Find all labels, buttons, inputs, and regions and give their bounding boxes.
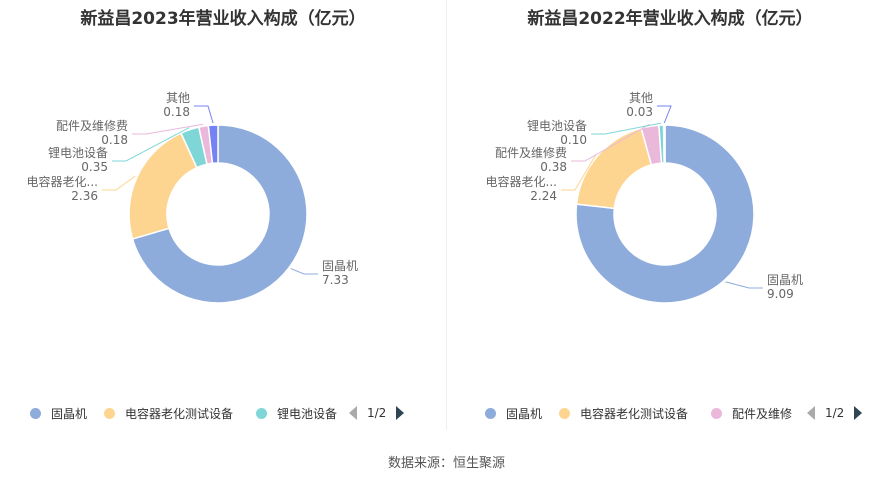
slice-label: 锂电池设备	[527, 118, 587, 133]
slice-value: 2.36	[71, 189, 98, 203]
leader-line	[290, 268, 318, 275]
chart-title: 新益昌2023年营业收入构成（亿元）	[80, 9, 366, 29]
chart-title: 新益昌2022年营业收入构成（亿元）	[527, 9, 813, 29]
slice-value: 0.18	[163, 105, 190, 119]
slice-label: 电容器老化...	[27, 174, 98, 189]
leader-line	[102, 175, 136, 191]
donut-slice[interactable]	[128, 132, 198, 240]
slice-value: 7.33	[322, 273, 349, 287]
slice-value: 0.10	[560, 133, 587, 147]
leader-line	[591, 122, 662, 135]
donut-slice[interactable]	[662, 124, 666, 164]
legend-marker	[559, 407, 570, 419]
leader-line	[571, 123, 650, 162]
legend-page-indicator: 1/2	[825, 406, 845, 420]
legend-label: 固晶机	[506, 406, 543, 421]
legend-item[interactable]: 电容器老化测试设备	[104, 403, 233, 423]
legend-pager: 1/2	[349, 403, 405, 423]
slice-value: 9.09	[767, 287, 794, 301]
legend-label: 配件及维修	[732, 406, 793, 421]
slice-value: 0.18	[101, 133, 128, 147]
donut-slice[interactable]	[131, 124, 308, 304]
legend-label: 电容器老化测试设备	[580, 406, 689, 421]
slice-value: 2.24	[530, 189, 557, 203]
slice-value: 0.38	[540, 160, 567, 174]
slice-label: 配件及维修费	[56, 118, 128, 133]
legend-item[interactable]: 固晶机	[485, 403, 542, 423]
leader-line	[657, 105, 672, 124]
leader-line	[561, 154, 597, 191]
legend-label: 电容器老化测试设备	[125, 406, 234, 421]
leader-line	[194, 105, 214, 124]
legend-item[interactable]: 配件及维修	[711, 403, 792, 423]
legend-marker	[104, 407, 115, 419]
legend-marker	[256, 407, 267, 419]
prev-page-icon[interactable]	[807, 406, 815, 420]
legend-item[interactable]: 锂电池设备	[256, 403, 337, 423]
leader-line	[132, 123, 204, 135]
slice-label: 电容器老化...	[486, 174, 557, 189]
next-page-icon[interactable]	[854, 406, 863, 420]
slice-label: 其他	[166, 91, 190, 105]
slice-label: 其他	[629, 91, 653, 105]
data-source-note: 数据来源：恒生聚源	[387, 456, 505, 471]
donut-slice[interactable]	[207, 124, 219, 165]
panel-divider	[446, 0, 447, 430]
slice-label: 固晶机	[767, 273, 803, 287]
slice-label: 配件及维修费	[495, 145, 567, 160]
legend-label: 固晶机	[51, 406, 88, 421]
donut-slice[interactable]	[575, 124, 755, 304]
leader-line	[725, 281, 763, 289]
legend-page-indicator: 1/2	[367, 406, 387, 420]
slice-value: 0.35	[81, 160, 108, 174]
donut-chart: 固晶机7.33电容器老化...2.36锂电池设备0.35配件及维修费0.18其他…	[27, 91, 358, 304]
slice-value: 0.03	[626, 105, 653, 119]
chart-panel-2022: 新益昌2022年营业收入构成（亿元） 固晶机 9.09 电容器老化... 2.24 配件…	[447, 0, 893, 430]
legend-pager: 1/2	[807, 403, 863, 423]
prev-page-icon[interactable]	[349, 406, 357, 420]
legend-marker	[485, 407, 496, 419]
slice-label: 锂电池设备	[48, 145, 108, 160]
legend: 固晶机 电容器老化测试设备 配件及维修 1/2	[447, 403, 893, 423]
legend-marker	[711, 407, 722, 419]
legend: 固晶机 电容器老化测试设备 锂电池设备 1/2	[0, 403, 446, 423]
legend-label: 锂电池设备	[277, 406, 338, 421]
chart-panel-2023: 新益昌2023年营业收入构成（亿元） 固晶机 7.33 电容器老化... 2.36 锂电…	[0, 0, 446, 430]
slice-label: 固晶机	[322, 259, 358, 273]
leader-line	[112, 127, 190, 162]
legend-marker	[30, 407, 41, 419]
next-page-icon[interactable]	[396, 406, 405, 420]
legend-item[interactable]: 固晶机	[30, 403, 87, 423]
legend-item[interactable]: 电容器老化测试设备	[559, 403, 688, 423]
